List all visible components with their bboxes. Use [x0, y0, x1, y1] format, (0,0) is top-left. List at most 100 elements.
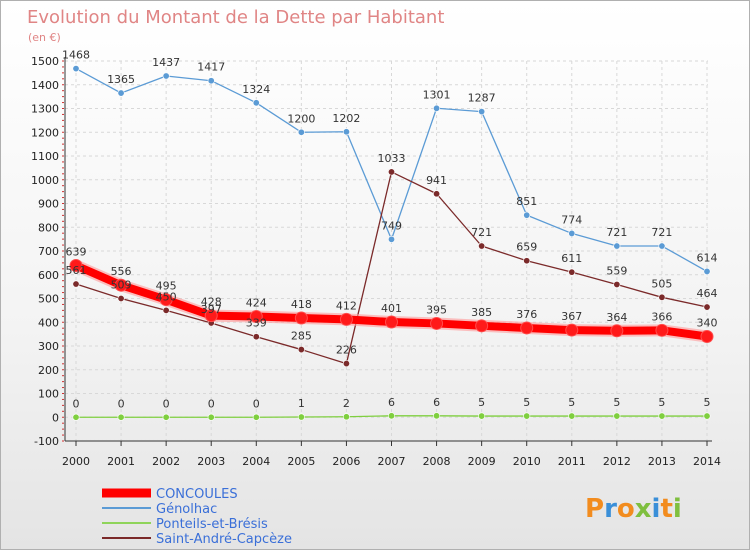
data-point-genolhac	[342, 128, 350, 136]
data-point-ponteils-et-bresis	[117, 413, 125, 421]
data-label-saint-andre-capceze: 659	[516, 241, 537, 254]
x-tick-label: 2002	[152, 455, 180, 468]
x-tick-label: 2004	[242, 455, 270, 468]
y-tick-label: 900	[38, 198, 59, 211]
data-point-saint-andre-capceze	[568, 268, 576, 276]
data-point-concoules	[655, 323, 669, 337]
data-point-concoules	[610, 324, 624, 338]
y-tick-label: 1300	[31, 103, 59, 116]
data-label-genolhac: 1417	[197, 61, 225, 74]
data-point-concoules	[475, 319, 489, 333]
data-point-saint-andre-capceze	[72, 280, 80, 288]
data-label-concoules: 418	[291, 298, 312, 311]
data-label-saint-andre-capceze: 611	[561, 252, 582, 265]
y-tick-label: 800	[38, 221, 59, 234]
proxiti-logo-letter: i	[652, 494, 661, 524]
data-label-ponteils-et-bresis: 5	[568, 396, 575, 409]
data-point-saint-andre-capceze	[658, 293, 666, 301]
data-label-genolhac: 721	[651, 226, 672, 239]
data-label-ponteils-et-bresis: 0	[163, 397, 170, 410]
data-label-genolhac: 1468	[62, 49, 90, 62]
data-point-concoules	[565, 323, 579, 337]
data-point-ponteils-et-bresis	[523, 412, 531, 420]
data-label-ponteils-et-bresis: 6	[388, 396, 395, 409]
data-label-saint-andre-capceze: 941	[426, 174, 447, 187]
grid	[65, 60, 708, 442]
data-point-concoules	[520, 321, 534, 335]
chart-subtitle: (en €)	[28, 31, 61, 44]
data-label-genolhac: 774	[561, 213, 582, 226]
data-point-ponteils-et-bresis	[703, 412, 711, 420]
data-point-genolhac	[613, 242, 621, 250]
data-point-saint-andre-capceze	[252, 333, 260, 341]
proxiti-logo-letter: P	[585, 494, 604, 524]
data-point-saint-andre-capceze	[342, 360, 350, 368]
data-label-genolhac: 1324	[242, 83, 270, 96]
data-label-genolhac: 1301	[423, 88, 451, 101]
data-point-ponteils-et-bresis	[478, 412, 486, 420]
legend-label: Ponteils-et-Brésis	[156, 517, 268, 532]
proxiti-logo-letter: o	[617, 494, 635, 524]
data-point-genolhac	[252, 99, 260, 107]
data-point-genolhac	[72, 65, 80, 73]
data-point-genolhac	[478, 108, 486, 116]
data-label-saint-andre-capceze: 509	[111, 279, 132, 292]
y-tick-label: 100	[38, 388, 59, 401]
data-point-genolhac	[568, 229, 576, 237]
proxiti-logo-letter: i	[673, 494, 682, 524]
data-label-ponteils-et-bresis: 0	[253, 397, 260, 410]
data-label-ponteils-et-bresis: 5	[704, 396, 711, 409]
data-label-concoules: 340	[697, 317, 718, 330]
data-point-ponteils-et-bresis	[162, 413, 170, 421]
data-label-ponteils-et-bresis: 2	[343, 397, 350, 410]
y-tick-label: 200	[38, 364, 59, 377]
data-label-concoules: 495	[156, 280, 177, 293]
data-point-saint-andre-capceze	[478, 242, 486, 250]
data-point-concoules	[430, 316, 444, 330]
data-point-genolhac	[162, 72, 170, 80]
data-label-saint-andre-capceze: 285	[291, 330, 312, 343]
x-tick-label: 2007	[378, 455, 406, 468]
data-point-concoules	[294, 311, 308, 325]
data-point-saint-andre-capceze	[297, 346, 305, 354]
y-tick-label: 700	[38, 245, 59, 258]
y-tick-label: 400	[38, 316, 59, 329]
x-tick-label: 2000	[62, 455, 90, 468]
x-tick-label: 2014	[693, 455, 721, 468]
data-point-ponteils-et-bresis	[72, 413, 80, 421]
data-label-ponteils-et-bresis: 6	[433, 396, 440, 409]
data-point-saint-andre-capceze	[613, 280, 621, 288]
data-point-ponteils-et-bresis	[658, 412, 666, 420]
x-tick-label: 2006	[332, 455, 360, 468]
x-tick-label: 2001	[107, 455, 135, 468]
data-point-saint-andre-capceze	[433, 190, 441, 198]
y-tick-label: 300	[38, 340, 59, 353]
data-label-saint-andre-capceze: 226	[336, 344, 357, 357]
data-point-saint-andre-capceze	[162, 306, 170, 314]
data-point-concoules	[339, 312, 353, 326]
legend: CONCOULESGénolhacPonteils-et-BrésisSaint…	[102, 487, 292, 547]
data-label-saint-andre-capceze: 721	[471, 226, 492, 239]
data-label-ponteils-et-bresis: 0	[208, 397, 215, 410]
data-label-saint-andre-capceze: 397	[201, 303, 222, 316]
data-point-saint-andre-capceze	[523, 257, 531, 265]
data-label-ponteils-et-bresis: 5	[523, 396, 530, 409]
data-point-concoules	[114, 278, 128, 292]
data-label-concoules: 395	[426, 303, 447, 316]
data-label-saint-andre-capceze: 561	[66, 264, 87, 277]
data-point-saint-andre-capceze	[117, 294, 125, 302]
data-label-saint-andre-capceze: 450	[156, 290, 177, 303]
data-label-concoules: 367	[561, 310, 582, 323]
data-label-saint-andre-capceze: 559	[606, 264, 627, 277]
data-label-saint-andre-capceze: 339	[246, 317, 267, 330]
data-label-genolhac: 851	[516, 195, 537, 208]
data-point-genolhac	[658, 242, 666, 250]
data-point-concoules	[385, 315, 398, 329]
data-point-genolhac	[703, 267, 711, 275]
proxiti-logo: Proxiti	[585, 494, 682, 524]
x-tick-label: 2010	[513, 455, 541, 468]
data-point-ponteils-et-bresis	[252, 413, 260, 421]
legend-label: Génolhac	[156, 502, 217, 517]
